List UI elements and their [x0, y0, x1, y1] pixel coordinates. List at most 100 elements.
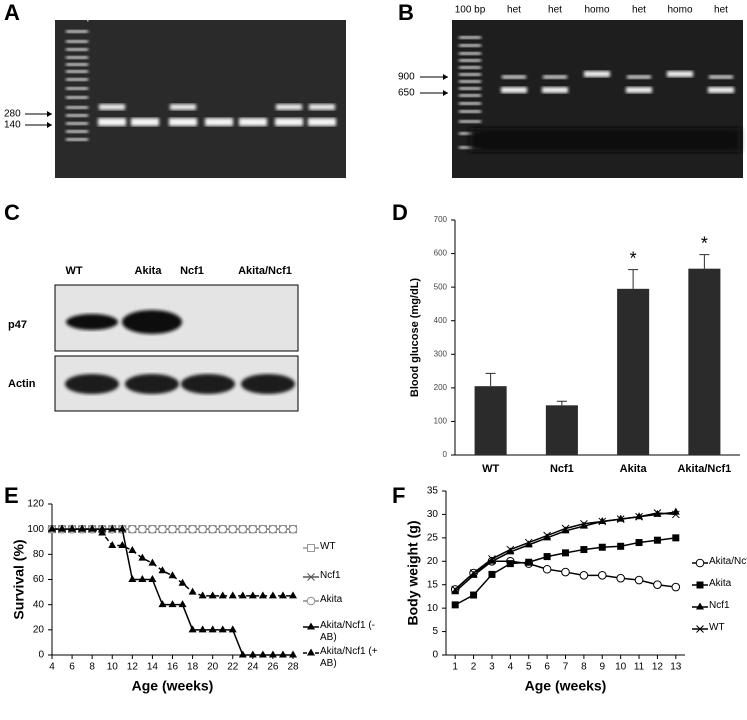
blot-band: [122, 310, 182, 334]
x-tick-label: Akita: [620, 463, 648, 475]
marker: [98, 528, 107, 536]
marker: [148, 558, 157, 566]
y-axis-title: Survival (%): [11, 539, 27, 619]
marker: [616, 515, 625, 523]
marker: [158, 600, 167, 608]
y-tick-label: 0: [432, 650, 438, 661]
marker: [506, 560, 514, 568]
ladder-band: [66, 130, 88, 133]
legend-label: Ncf1: [320, 570, 341, 581]
y-tick-label: 60: [33, 574, 45, 585]
x-tick-label: 12: [652, 662, 664, 673]
marker: [198, 524, 207, 534]
ladder-band: [66, 122, 88, 125]
marker: [268, 650, 277, 658]
x-tick-label: 10: [107, 662, 119, 673]
x-tick-label: 13: [670, 662, 682, 673]
legend-label: Akita/Ncf1 (+ AB): [320, 646, 378, 669]
marker: [289, 650, 297, 658]
ladder-band: [66, 40, 88, 43]
error-bar: [556, 400, 567, 406]
lane-label: WT: [65, 265, 82, 277]
ladder-band: [459, 87, 481, 90]
y-tick-label: 200: [434, 383, 448, 392]
lane-label: het: [105, 12, 119, 23]
marker: [451, 587, 460, 595]
marker: [635, 512, 643, 521]
arrow-head: [47, 111, 52, 117]
x-tick-label: 6: [544, 662, 550, 673]
y-tick-label: 20: [33, 624, 45, 635]
legend-label: WT: [709, 622, 725, 633]
marker: [208, 591, 217, 599]
panel-label: C: [4, 200, 20, 225]
marker: [288, 524, 298, 534]
significance: *: [630, 248, 637, 268]
band: [542, 87, 568, 93]
ladder-band: [66, 87, 88, 90]
legend-label: Akita: [709, 578, 732, 589]
x-tick-label: 20: [207, 662, 219, 673]
ladder-band: [66, 106, 88, 109]
y-tick-label: 30: [427, 509, 439, 520]
band: [308, 118, 336, 126]
ladder-band: [459, 52, 481, 55]
ladder-band: [66, 114, 88, 117]
ladder-band: [459, 59, 481, 62]
marker: [198, 591, 207, 599]
marker: [278, 591, 287, 599]
x-tick-label: 4: [49, 662, 55, 673]
marker: [543, 553, 551, 561]
lane-label: WT: [211, 12, 227, 23]
legend-label-box: Akita: [320, 594, 342, 605]
lane-label: Akita: [135, 265, 163, 277]
lane-label: 100 bp: [455, 5, 486, 16]
ladder-band: [459, 73, 481, 76]
marker: [635, 539, 643, 547]
marker: [168, 571, 177, 579]
band: [584, 71, 610, 77]
ladder-band: [459, 110, 481, 113]
marker: [278, 524, 288, 534]
legend-label-box: Akita: [709, 578, 732, 589]
ladder-band: [66, 138, 88, 141]
marker: [178, 600, 187, 608]
marker: [228, 625, 237, 633]
band: [543, 75, 567, 79]
row-label: p47: [8, 319, 27, 331]
error-bar: [628, 269, 639, 289]
bar: [474, 386, 507, 455]
band: [309, 104, 335, 110]
marker: [598, 543, 606, 551]
marker: [307, 648, 315, 656]
legend-item: WT: [303, 541, 336, 552]
marker: [672, 534, 680, 542]
marker: [138, 575, 147, 582]
legend-label-box: Akita/Ncf1 (+ AB): [320, 646, 378, 669]
y-tick-label: 700: [434, 215, 448, 224]
y-tick-label: 80: [33, 549, 45, 560]
x-tick-label: 11: [634, 662, 645, 673]
legend-label: Akita/Ncf1: [709, 556, 747, 567]
blot-band: [181, 374, 235, 394]
band: [709, 75, 733, 79]
marker: [306, 596, 316, 606]
lane-label: het: [714, 5, 728, 16]
marker: [258, 591, 267, 599]
bar: [545, 405, 578, 455]
legend-label-box: Akita/Ncf1: [709, 556, 747, 567]
marker: [289, 591, 297, 599]
marker: [671, 510, 680, 519]
x-tick-label: 22: [227, 662, 239, 673]
legend-item: Akita/Ncf1: [692, 556, 747, 568]
band: [276, 104, 302, 110]
y-axis-title: Body weight (g): [405, 521, 421, 626]
series-line: [52, 528, 293, 656]
ladder-band: [459, 80, 481, 83]
marker: [218, 591, 227, 599]
arrow-head: [443, 90, 448, 96]
x-tick-label: 28: [287, 662, 299, 673]
blot-band: [241, 374, 295, 394]
marker: [238, 591, 247, 599]
y-tick-label: 0: [38, 650, 44, 661]
